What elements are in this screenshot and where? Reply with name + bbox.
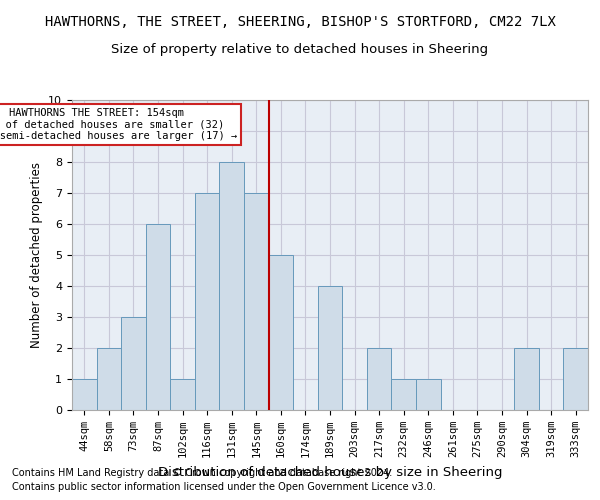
Bar <box>170 379 195 410</box>
Y-axis label: Number of detached properties: Number of detached properties <box>30 162 43 348</box>
Text: Size of property relative to detached houses in Sheering: Size of property relative to detached ho… <box>112 42 488 56</box>
Bar <box>72 379 97 410</box>
Text: Contains HM Land Registry data © Crown copyright and database right 2024.: Contains HM Land Registry data © Crown c… <box>12 468 392 477</box>
Bar <box>121 317 146 410</box>
Bar <box>146 224 170 410</box>
Bar <box>318 286 342 410</box>
Bar <box>514 348 539 410</box>
Bar <box>97 348 121 410</box>
Bar <box>367 348 391 410</box>
Text: HAWTHORNS THE STREET: 154sqm
← 65% of detached houses are smaller (32)
35% of se: HAWTHORNS THE STREET: 154sqm ← 65% of de… <box>0 108 237 141</box>
Bar <box>563 348 588 410</box>
Text: Contains public sector information licensed under the Open Government Licence v3: Contains public sector information licen… <box>12 482 436 492</box>
Text: HAWTHORNS, THE STREET, SHEERING, BISHOP'S STORTFORD, CM22 7LX: HAWTHORNS, THE STREET, SHEERING, BISHOP'… <box>44 15 556 29</box>
Bar <box>391 379 416 410</box>
Bar <box>244 193 269 410</box>
Bar <box>195 193 220 410</box>
Bar <box>416 379 440 410</box>
Bar <box>220 162 244 410</box>
Bar <box>269 255 293 410</box>
X-axis label: Distribution of detached houses by size in Sheering: Distribution of detached houses by size … <box>158 466 502 478</box>
